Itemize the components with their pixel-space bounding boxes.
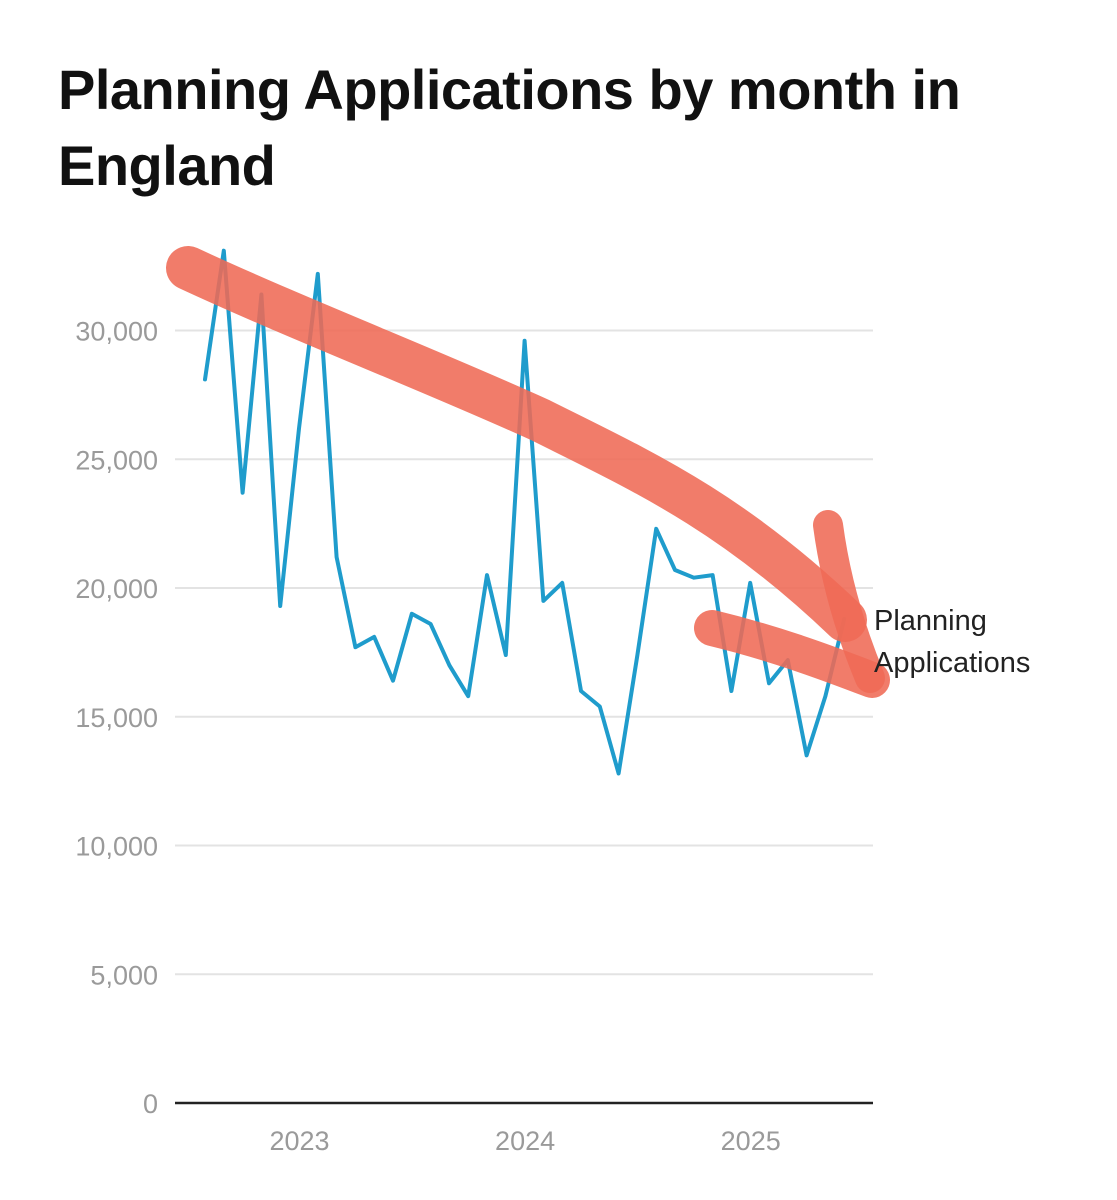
y-tick-label: 20,000	[75, 574, 158, 604]
y-tick-label: 25,000	[75, 445, 158, 475]
trend-arrow-shaft	[166, 246, 867, 642]
x-axis-tick-labels: 2023 2024 2025	[269, 1126, 780, 1156]
y-tick-label: 5,000	[90, 960, 158, 990]
trend-arrow-annotation	[166, 246, 890, 698]
y-axis-tick-labels: 0 5,000 10,000 15,000 20,000 25,000 30,000	[75, 317, 158, 1120]
series-labels: Planning Applications	[874, 605, 1030, 679]
y-tick-label: 0	[143, 1089, 158, 1119]
y-tick-label: 15,000	[75, 703, 158, 733]
y-tick-label: 10,000	[75, 832, 158, 862]
x-tick-label: 2025	[721, 1126, 781, 1156]
x-tick-label: 2024	[495, 1126, 555, 1156]
trend-arrow-head-upper	[813, 510, 885, 693]
y-tick-label: 30,000	[75, 317, 158, 347]
chart-title: Planning Applications by month in Englan…	[58, 58, 961, 197]
x-tick-label: 2023	[269, 1126, 329, 1156]
series-label: Planning Applications	[874, 605, 1030, 679]
